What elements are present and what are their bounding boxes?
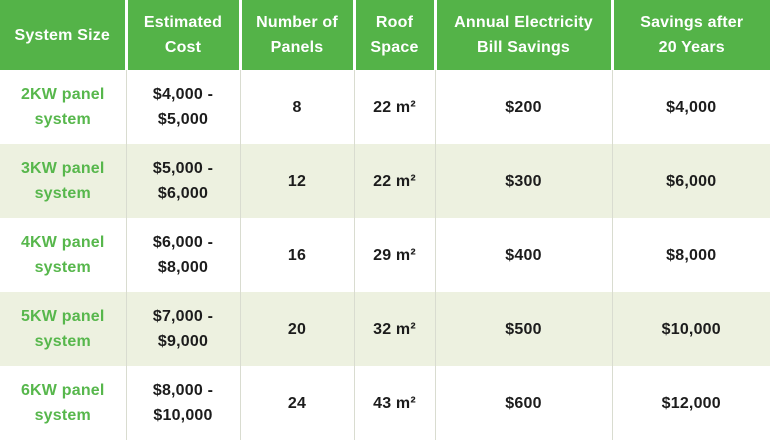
table-row: 2KW panel system $4,000 - $5,000 8 22 m²… [0, 70, 770, 144]
cell-line: system [34, 333, 91, 350]
header-label: Savings after [640, 14, 744, 31]
table-row: 5KW panel system $7,000 - $9,000 20 32 m… [0, 292, 770, 366]
table-row: 6KW panel system $8,000 - $10,000 24 43 … [0, 366, 770, 440]
header-label: Cost [164, 39, 202, 56]
cell-system-size: 6KW panel system [0, 366, 126, 440]
cell-num-panels: 12 [239, 144, 354, 218]
cell-num-panels: 16 [239, 218, 354, 292]
header-row: System Size Estimated Cost Number of Pan… [0, 0, 770, 70]
cell-line: $5,000 - [152, 160, 214, 177]
cell-line: 2KW panel [20, 86, 105, 103]
cell-line: $4,000 - [152, 86, 214, 103]
cell-estimated-cost: $6,000 - $8,000 [125, 218, 240, 292]
cell-line: $9,000 [157, 333, 209, 350]
cell-roof-space: 32 m² [353, 292, 435, 366]
cell-roof-space: 43 m² [353, 366, 435, 440]
cell-annual-savings: $400 [434, 218, 612, 292]
cell-line: $5,000 [157, 111, 209, 128]
table-row: 4KW panel system $6,000 - $8,000 16 29 m… [0, 218, 770, 292]
cell-line: 4KW panel [20, 234, 105, 251]
header-savings-20-years: Savings after 20 Years [610, 0, 770, 70]
cell-roof-space: 22 m² [353, 144, 435, 218]
header-roof-space: Roof Space [352, 0, 435, 70]
cell-savings-20yr: $4,000 [611, 70, 770, 144]
cell-num-panels: 20 [239, 292, 354, 366]
cell-annual-savings: $200 [434, 70, 612, 144]
cell-line: $8,000 - [152, 382, 214, 399]
header-label: System Size [14, 26, 111, 44]
cell-estimated-cost: $7,000 - $9,000 [125, 292, 240, 366]
cell-line: system [34, 407, 91, 424]
cell-savings-20yr: $8,000 [611, 218, 770, 292]
header-label: Roof [375, 14, 414, 31]
cell-annual-savings: $500 [434, 292, 612, 366]
cell-line: $6,000 - [152, 234, 214, 251]
cell-system-size: 4KW panel system [0, 218, 126, 292]
cell-line: system [34, 259, 91, 276]
cell-line: $10,000 [153, 407, 213, 424]
table-row: 3KW panel system $5,000 - $6,000 12 22 m… [0, 144, 770, 218]
cell-estimated-cost: $8,000 - $10,000 [125, 366, 240, 440]
cell-line: system [34, 185, 91, 202]
cell-line: $6,000 [157, 185, 209, 202]
cell-estimated-cost: $5,000 - $6,000 [125, 144, 240, 218]
cell-system-size: 3KW panel system [0, 144, 126, 218]
cell-line: 3KW panel [20, 160, 105, 177]
cell-estimated-cost: $4,000 - $5,000 [125, 70, 240, 144]
cell-line: 5KW panel [20, 308, 105, 325]
header-label: Annual Electricity [454, 14, 593, 31]
header-estimated-cost: Estimated Cost [124, 0, 240, 70]
cell-num-panels: 8 [239, 70, 354, 144]
cell-savings-20yr: $10,000 [611, 292, 770, 366]
cell-line: $8,000 [157, 259, 209, 276]
cell-line: system [34, 111, 91, 128]
header-label: Panels [270, 39, 324, 56]
cell-roof-space: 22 m² [353, 70, 435, 144]
cell-roof-space: 29 m² [353, 218, 435, 292]
header-system-size: System Size [0, 0, 126, 70]
header-annual-bill-savings: Annual Electricity Bill Savings [433, 0, 612, 70]
header-label: 20 Years [658, 39, 725, 56]
header-label: Bill Savings [476, 39, 571, 56]
cell-num-panels: 24 [239, 366, 354, 440]
cell-system-size: 2KW panel system [0, 70, 126, 144]
cell-line: $7,000 - [152, 308, 214, 325]
header-label: Space [370, 39, 419, 56]
cell-line: 6KW panel [20, 382, 105, 399]
cell-annual-savings: $300 [434, 144, 612, 218]
header-label: Estimated [143, 14, 223, 31]
cell-annual-savings: $600 [434, 366, 612, 440]
cell-system-size: 5KW panel system [0, 292, 126, 366]
header-number-of-panels: Number of Panels [238, 0, 354, 70]
header-label: Number of [256, 14, 338, 31]
cell-savings-20yr: $6,000 [611, 144, 770, 218]
cell-savings-20yr: $12,000 [611, 366, 770, 440]
